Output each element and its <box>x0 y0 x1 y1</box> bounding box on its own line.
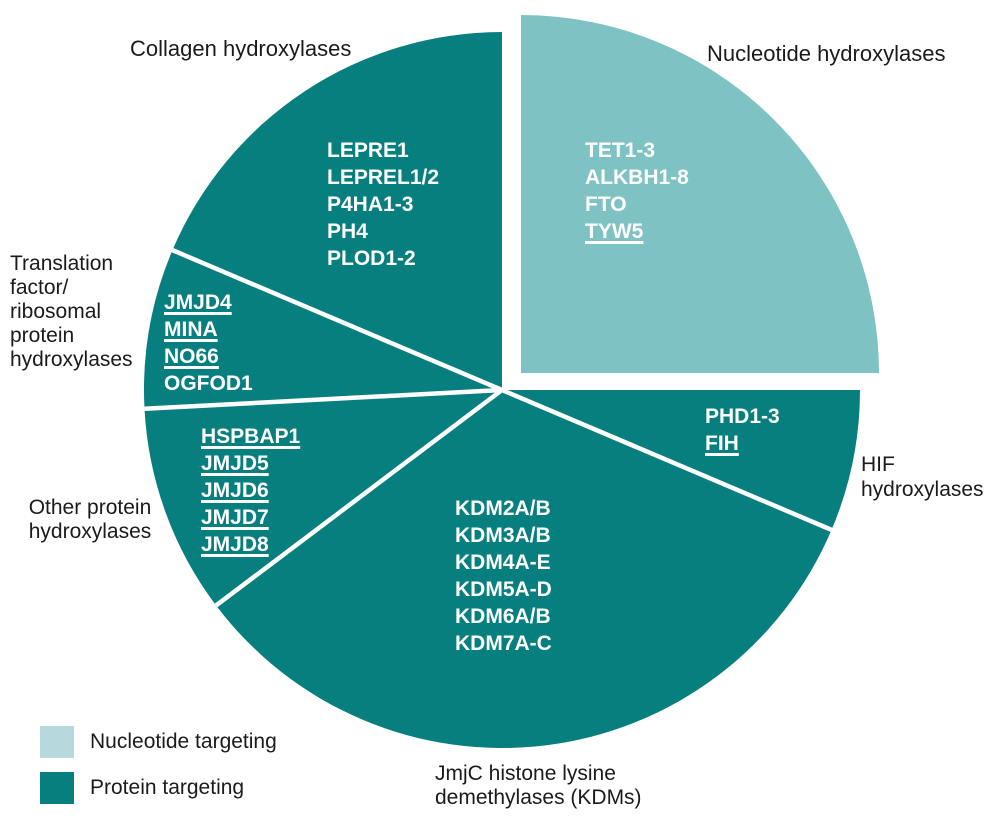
pie-slice-other-protein-hydroxylases <box>144 390 502 606</box>
gene-name: NO66 <box>164 345 219 368</box>
slice-divider <box>214 388 504 608</box>
gene-list-other-protein-hydroxylases: HSPBAP1 JMJD5 JMJD6 JMJD7 JMJD8 <box>201 423 300 558</box>
legend-label-nucleotide-targeting: Nucleotide targeting <box>90 730 277 753</box>
gene-name: KDM2A/B <box>455 497 551 520</box>
gene-name: JMJD7 <box>201 506 269 529</box>
pie-slice-collagen-hydroxylases <box>172 32 502 390</box>
gene-name: JMJD4 <box>164 291 232 314</box>
pie-slice-translation-factor-ribosomal-protein-hydroxylases <box>144 250 503 409</box>
slice-divider <box>501 387 833 532</box>
gene-name: HSPBAP1 <box>201 425 301 448</box>
gene-name: OGFOD1 <box>164 372 253 395</box>
legend-swatch-protein-targeting <box>40 772 74 804</box>
pie-slice-nucleotide-hydroxylases <box>521 15 879 373</box>
gene-list-translation-factor-ribosomal-protein-hydroxylases: JMJD4 MINA NO66 OGFOD1 <box>164 289 253 397</box>
gene-name: P4HA1-3 <box>327 193 414 216</box>
gene-name: PH4 <box>327 220 368 243</box>
gene-name: FIH <box>705 432 739 455</box>
slice-label-jmjc-histone-lysine-demethylases: JmjC histone lysine demethylases (KDMs) <box>435 762 642 809</box>
gene-name: PHD1-3 <box>705 405 780 428</box>
gene-name: KDM7A-C <box>455 632 552 655</box>
gene-list-nucleotide-hydroxylases: TET1-3 ALKBH1-8 FTO TYW5 <box>585 137 689 245</box>
gene-name: JMJD8 <box>201 533 269 556</box>
gene-name: JMJD6 <box>201 479 269 502</box>
legend-label-protein-targeting: Protein targeting <box>90 776 245 799</box>
gene-name: PLOD1-2 <box>327 247 416 270</box>
gene-name: MINA <box>164 318 218 341</box>
slice-label-translation-factor-ribosomal-protein-hydroxylases: Translation factor/ ribosomal protein hy… <box>10 252 133 371</box>
gene-name: ALKBH1-8 <box>585 166 689 189</box>
gene-name: LEPRE1 <box>327 139 409 162</box>
slice-divider <box>171 248 503 393</box>
gene-name: KDM4A-E <box>455 551 551 574</box>
pie-slice-hif-hydroxylases <box>502 390 860 530</box>
legend-item-protein-targeting: Protein targeting <box>40 772 277 804</box>
gene-name: TYW5 <box>585 220 644 243</box>
legend: Nucleotide targeting Protein targeting <box>40 726 277 818</box>
gene-list-jmjc-histone-lysine-demethylases: KDM2A/B KDM3A/B KDM4A-E KDM5A-D KDM6A/B KDM7A… <box>455 495 552 657</box>
slice-label-other-protein-hydroxylases: Other protein hydroxylases <box>28 496 152 543</box>
gene-name: KDM5A-D <box>455 578 552 601</box>
slice-label-collagen-hydroxylases: Collagen hydroxylases <box>130 36 352 61</box>
slice-label-hif-hydroxylases: HIF hydroxylases <box>861 453 984 501</box>
legend-item-nucleotide-targeting: Nucleotide targeting <box>40 726 277 758</box>
gene-name: LEPREL1/2 <box>327 166 440 189</box>
gene-name: TET1-3 <box>585 139 656 162</box>
slice-label-nucleotide-hydroxylases: Nucleotide hydroxylases <box>707 41 946 66</box>
gene-name: KDM3A/B <box>455 524 551 547</box>
gene-list-hif-hydroxylases: PHD1-3 FIH <box>705 403 780 457</box>
legend-swatch-nucleotide-targeting <box>40 726 74 758</box>
gene-name: KDM6A/B <box>455 605 551 628</box>
slice-divider <box>144 387 503 411</box>
pie-slice-jmjc-histone-lysine-demethylases <box>216 390 832 748</box>
gene-list-collagen-hydroxylases: LEPRE1 LEPREL1/2 P4HA1-3 PH4 PLOD1-2 <box>327 137 439 272</box>
gene-name: JMJD5 <box>201 452 269 475</box>
gene-name: FTO <box>585 193 627 216</box>
